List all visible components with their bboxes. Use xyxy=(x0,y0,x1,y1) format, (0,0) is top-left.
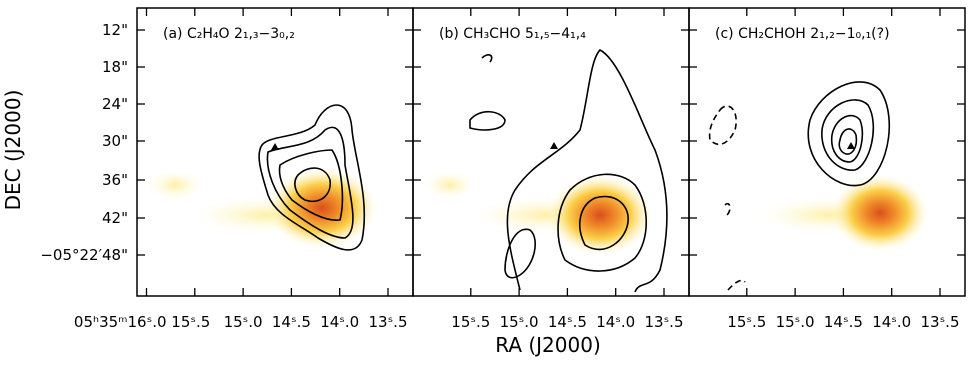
x-axis-title: RA (J2000) xyxy=(495,333,601,357)
x-tick-label: 15ˢ.5 xyxy=(451,313,490,331)
panel-frame xyxy=(137,8,413,296)
x-tick-label: 15ˢ.0 xyxy=(500,313,539,331)
y-axis-title: DEC (J2000) xyxy=(1,90,25,211)
x-tick-label: 14ˢ.0 xyxy=(872,313,911,331)
y-tick-label: 30" xyxy=(102,132,128,150)
panel-title: (b) CH₃CHO 5₁,₅−4₁,₄ xyxy=(439,26,586,42)
y-tick-label: 12" xyxy=(102,21,128,39)
y-tick-label: 42" xyxy=(102,209,128,227)
x-tick-label: 14ˢ.0 xyxy=(320,313,359,331)
panel-b xyxy=(425,50,667,292)
x-tick-label: 14ˢ.0 xyxy=(596,313,635,331)
x-tick-label: 15ˢ.0 xyxy=(224,313,263,331)
x-tick-label: 13ˢ.5 xyxy=(645,313,684,331)
x-tick-label: 13ˢ.5 xyxy=(369,313,408,331)
x-tick-label: 15ˢ.5 xyxy=(171,313,210,331)
x-tick-label: 05ʰ35ᵐ16ˢ.0 xyxy=(74,313,167,331)
x-tick-label: 15ˢ.5 xyxy=(727,313,766,331)
panel-a xyxy=(147,105,377,250)
x-tick-label: 14ˢ.5 xyxy=(824,313,863,331)
y-tick-label: 18" xyxy=(102,58,128,76)
x-tick-label: 15ˢ.0 xyxy=(776,313,815,331)
panel-frame xyxy=(413,8,689,296)
x-tick-label: 14ˢ.5 xyxy=(272,313,311,331)
x-tick-label: 14ˢ.5 xyxy=(548,313,587,331)
x-tick-label: 13ˢ.5 xyxy=(921,313,960,331)
panel-title: (c) CH₂CHOH 2₁,₂−1₀,₁(?) xyxy=(715,26,890,42)
y-tick-label: 24" xyxy=(102,95,128,113)
panel-title: (a) C₂H₄O 2₁,₃−3₀,₂ xyxy=(163,26,295,42)
y-tick-label: −05°22′48" xyxy=(40,246,128,264)
panel-frame xyxy=(689,8,965,296)
figure: RA (J2000) DEC (J2000) (a) C₂H₄O 2₁,₃−3₀… xyxy=(0,0,971,361)
panel-c xyxy=(710,82,928,290)
y-tick-label: 36" xyxy=(102,171,128,189)
